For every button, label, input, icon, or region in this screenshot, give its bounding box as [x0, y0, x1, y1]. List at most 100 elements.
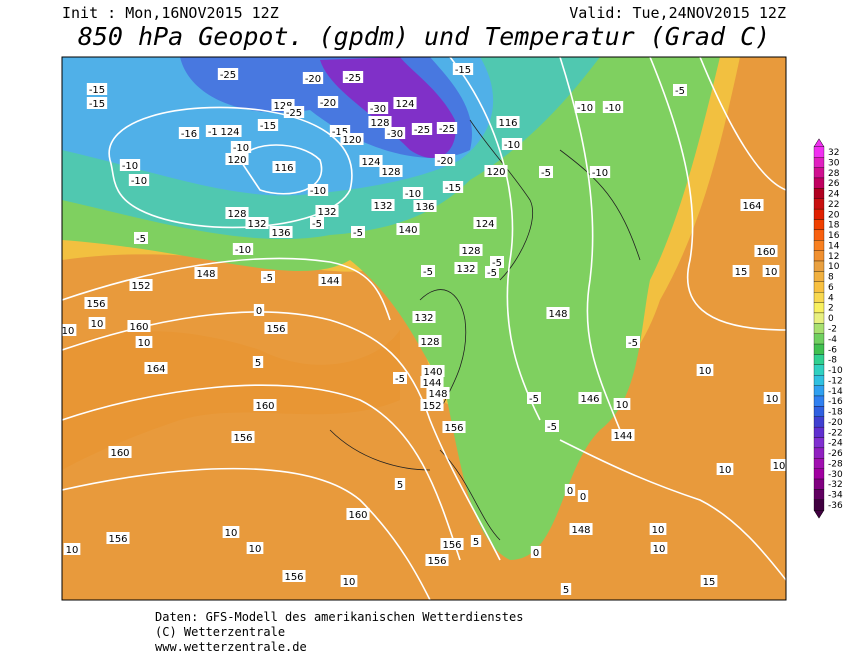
colorbar-label: 12	[828, 252, 839, 262]
contour-label: 148	[428, 389, 447, 400]
contour-label: -25	[220, 70, 236, 81]
contour-label: 10	[66, 545, 79, 556]
colorbar-swatch	[813, 333, 825, 345]
colorbar-swatch	[813, 343, 825, 355]
label-box	[86, 83, 108, 95]
contour-label: 128	[381, 167, 400, 178]
label-box	[384, 127, 406, 139]
colorbar-arrow	[813, 138, 825, 148]
contour-label: 124	[395, 99, 414, 110]
colorbar-label: -30	[828, 470, 843, 480]
contour-label: -10	[577, 103, 593, 114]
contour-label: -5	[529, 394, 539, 405]
colorbar-label: 16	[828, 231, 840, 241]
label-box	[564, 484, 576, 496]
colorbar-swatch	[813, 229, 825, 241]
label-box	[194, 267, 218, 279]
label-box	[225, 153, 249, 165]
label-box	[230, 141, 252, 153]
contour-label: 160	[129, 322, 148, 333]
label-box	[225, 207, 249, 219]
contour-label: 160	[255, 401, 274, 412]
label-box	[577, 490, 589, 502]
contour-label: 156	[86, 299, 105, 310]
contour-label: 10	[719, 465, 732, 476]
label-box	[673, 84, 687, 96]
colorbar-label: 0	[828, 314, 834, 324]
label-box	[135, 336, 153, 348]
label-box	[119, 159, 141, 171]
contour	[649, 57, 786, 331]
contour-label: 152	[422, 401, 441, 412]
contour-label: 128	[461, 246, 480, 257]
contour-label: 140	[398, 225, 417, 236]
contour-label: -10	[131, 176, 147, 187]
contour-label: -30	[387, 129, 403, 140]
contour	[559, 439, 786, 581]
contour-label: 120	[227, 155, 246, 166]
label-box	[452, 63, 474, 75]
label-box	[496, 116, 520, 128]
colorbar-swatch	[813, 208, 825, 220]
contour-label: 164	[742, 201, 761, 212]
label-box	[754, 245, 778, 257]
contour-label: -20	[320, 98, 336, 109]
contour-label: 128	[273, 101, 292, 112]
contour-label: 164	[146, 364, 165, 375]
contour-label: 128	[420, 337, 439, 348]
label-box	[426, 387, 450, 399]
colorbar-swatch	[813, 395, 825, 407]
label-box	[650, 542, 668, 554]
colorbar-label: 8	[828, 273, 834, 283]
contour-label: 124	[361, 157, 380, 168]
contour-label: 156	[108, 534, 127, 545]
label-box	[134, 232, 148, 244]
contour-label: 10	[652, 525, 665, 536]
contour-label: -5	[541, 168, 551, 179]
label-box	[253, 399, 277, 411]
label-box	[442, 421, 466, 433]
label-box	[245, 217, 269, 229]
contour-label: 152	[131, 281, 150, 292]
contour-label: 160	[756, 247, 775, 258]
label-box	[282, 570, 306, 582]
label-box	[222, 526, 240, 538]
contour-label: 148	[571, 525, 590, 536]
contour-label: 120	[342, 135, 361, 146]
contour-label: 0	[567, 486, 573, 497]
contour-label: 160	[348, 510, 367, 521]
contour	[108, 106, 353, 229]
colorbar-swatch	[813, 323, 825, 334]
label-box	[371, 199, 395, 211]
contour-label: -10	[592, 168, 608, 179]
label-box	[252, 356, 264, 368]
label-box	[589, 166, 611, 178]
contour-label: -20	[305, 74, 321, 85]
contour-label: 10	[91, 319, 104, 330]
contour-label: 15	[735, 267, 748, 278]
contour-label: 120	[486, 167, 505, 178]
colorbar-label: 2	[828, 304, 834, 314]
colorbar-label: 30	[828, 158, 840, 168]
colorbar-swatch	[813, 219, 825, 231]
contour-label: 124	[220, 127, 239, 138]
colorbar-label: -32	[828, 480, 843, 490]
label-box	[411, 123, 433, 135]
contour-label: 156	[266, 324, 285, 335]
label-box	[359, 155, 383, 167]
contour-label: 156	[284, 572, 303, 583]
label-box	[545, 420, 559, 432]
label-box	[307, 184, 329, 196]
contour-label: -25	[414, 125, 430, 136]
label-box	[272, 161, 296, 173]
contour-label: -10	[122, 161, 138, 172]
colorbar-swatch	[813, 416, 825, 428]
colorbar-label: -16	[828, 397, 843, 407]
contour-label: 10	[653, 544, 666, 555]
contour-label: 10	[249, 544, 262, 555]
contour-label: -20	[437, 156, 453, 167]
contour-label: 10	[138, 338, 151, 349]
contour-label: -5	[263, 273, 273, 284]
